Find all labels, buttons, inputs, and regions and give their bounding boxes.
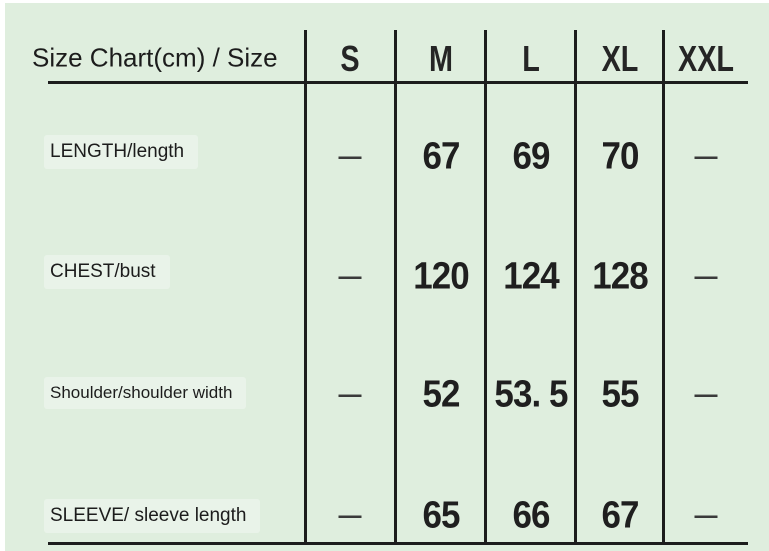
cell-sleeve-s: — xyxy=(338,501,362,530)
cell-chest-l: 124 xyxy=(503,255,559,298)
table-title: Size Chart(cm) / Size xyxy=(32,42,278,73)
column-divider-1 xyxy=(304,30,307,545)
cell-shoulder-m: 52 xyxy=(422,373,460,416)
row-label-chest: CHEST/bust xyxy=(44,255,170,289)
column-header-l: L xyxy=(522,38,540,79)
cell-sleeve-l: 66 xyxy=(512,494,550,537)
bottom-border-line xyxy=(48,542,748,545)
left-edge-strip xyxy=(0,0,5,551)
cell-shoulder-s: — xyxy=(338,380,362,409)
column-divider-2 xyxy=(394,30,397,545)
cell-sleeve-xl: 67 xyxy=(601,494,639,537)
column-header-xxl: XXL xyxy=(677,38,735,79)
column-header-xl: XL xyxy=(601,38,639,79)
cell-length-l: 69 xyxy=(512,135,550,178)
header-divider-line xyxy=(48,81,748,84)
column-header-m: M xyxy=(429,38,453,79)
column-header-s: S xyxy=(340,38,360,79)
cell-shoulder-xxl: — xyxy=(694,380,718,409)
cell-shoulder-l: 53. 5 xyxy=(494,373,568,416)
column-divider-5 xyxy=(662,30,665,545)
cell-length-s: — xyxy=(338,142,362,171)
cell-sleeve-m: 65 xyxy=(422,494,460,537)
top-edge-strip xyxy=(0,0,769,3)
cell-chest-xxl: — xyxy=(694,262,718,291)
cell-chest-xl: 128 xyxy=(592,255,648,298)
cell-chest-s: — xyxy=(338,262,362,291)
cell-length-xl: 70 xyxy=(601,135,639,178)
cell-shoulder-xl: 55 xyxy=(601,373,639,416)
cell-length-m: 67 xyxy=(422,135,460,178)
column-divider-4 xyxy=(574,30,577,545)
column-divider-3 xyxy=(484,30,487,545)
cell-length-xxl: — xyxy=(694,142,718,171)
row-label-sleeve: SLEEVE/ sleeve length xyxy=(44,499,261,533)
cell-chest-m: 120 xyxy=(413,255,469,298)
cell-sleeve-xxl: — xyxy=(694,501,718,530)
row-label-shoulder: Shoulder/shoulder width xyxy=(44,377,247,409)
row-label-length: LENGTH/length xyxy=(44,135,199,169)
